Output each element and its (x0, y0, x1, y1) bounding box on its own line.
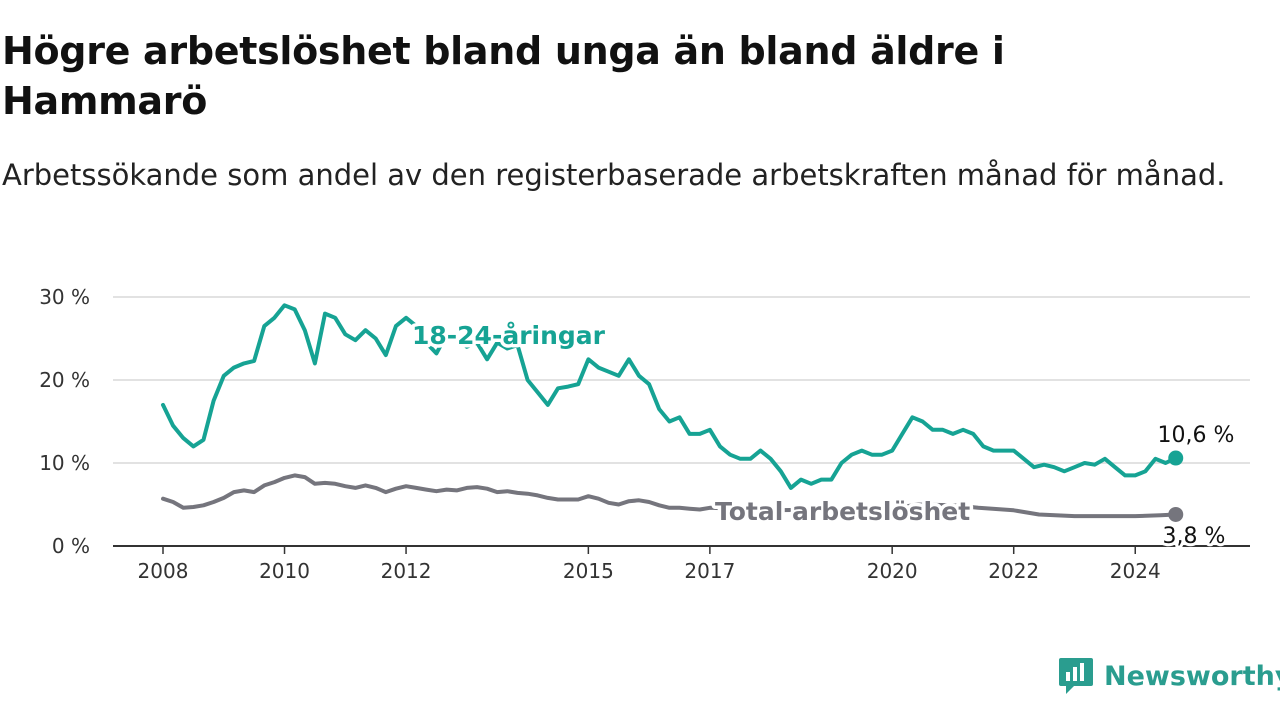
y-tick-label: 20 % (39, 368, 90, 392)
series-end-value-label: 10,6 % (1158, 423, 1235, 448)
y-tick-label: 30 % (39, 285, 90, 309)
series-end-marker (1168, 506, 1184, 522)
x-tick-label: 2022 (988, 559, 1039, 583)
series-lines (161, 303, 1184, 522)
x-tick-label: 2008 (138, 559, 189, 583)
x-tick-label: 2015 (563, 559, 614, 583)
series-line-1 (161, 473, 1178, 519)
x-tick-label: 2017 (684, 559, 735, 583)
line-chart: 0 % 10 % 20 % 30 % 2008 2010 2012 2015 2017 2020… (39, 285, 1250, 583)
gridlines (113, 296, 1250, 464)
chart-subtitle: Arbetssökande som andel av den registerb… (2, 158, 1226, 192)
newsworthy-chart-bubble-icon (1059, 658, 1093, 694)
series-name-label: Total arbetslöshet (715, 497, 970, 526)
chart-title: Högre arbetslöshet bland unga än bland ä… (2, 29, 1005, 123)
x-tick-label: 2020 (867, 559, 918, 583)
series-line-0 (161, 303, 1178, 490)
x-tick-label: 2012 (381, 559, 432, 583)
x-axis: 2008 2010 2012 2015 2017 2020 2022 2024 (113, 545, 1250, 583)
series-labels: 18-24-åringar Total arbetslöshet 10,6 % 3,8… (409, 318, 1238, 553)
y-axis-tick-labels: 0 % 10 % 20 % 30 % (39, 285, 90, 558)
x-tick-label: 2024 (1110, 559, 1161, 583)
series-name-label: 18-24-åringar (412, 321, 606, 350)
newsworthy-logo: Newsworthy (1058, 654, 1280, 698)
series-end-marker (1168, 450, 1184, 466)
x-tick-label: 2010 (259, 559, 310, 583)
y-tick-label: 0 % (52, 534, 90, 558)
y-tick-label: 10 % (39, 451, 90, 475)
series-end-value-label: 3,8 % (1163, 524, 1226, 549)
newsworthy-logo-text: Newsworthy (1104, 660, 1280, 692)
